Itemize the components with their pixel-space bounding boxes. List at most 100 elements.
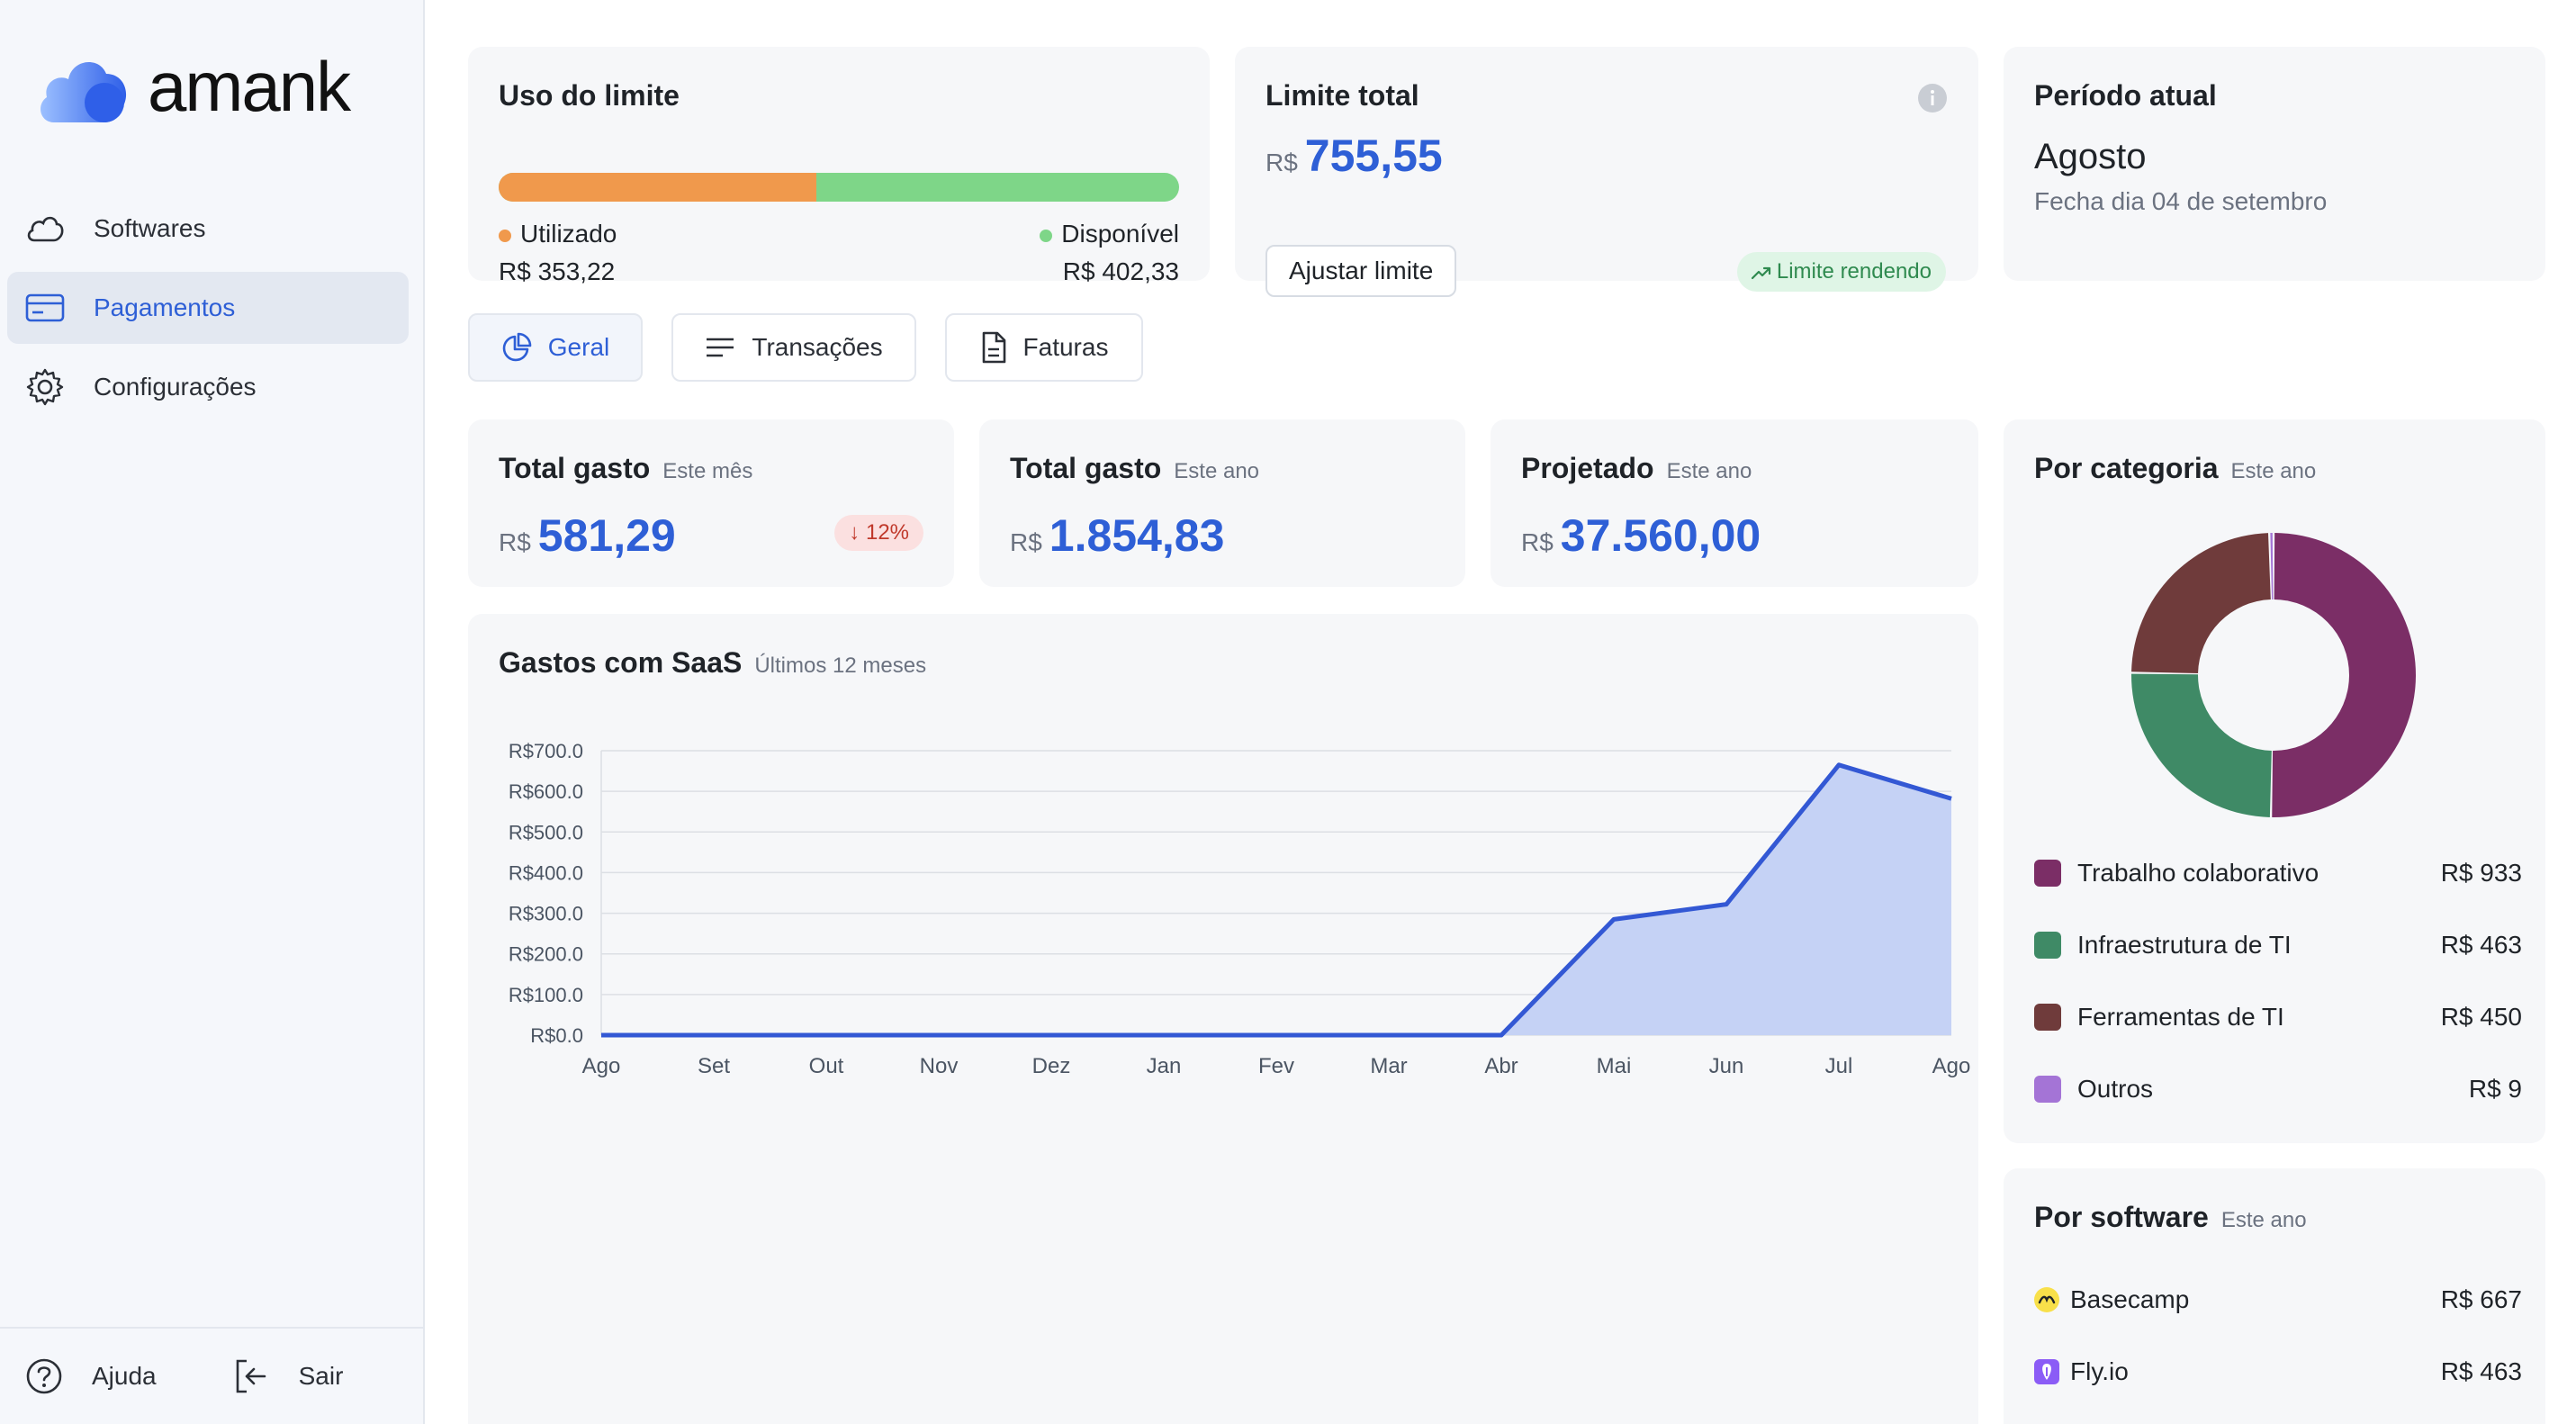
help-circle-icon [26,1358,62,1394]
limit-card: Limite total R$ 755,55 Ajustar limite Lim… [1235,47,1978,297]
legend-label: Outros [2077,1075,2154,1103]
logout-icon [236,1359,266,1393]
period-title: Período atual [2034,79,2217,112]
usage-bar [499,173,1179,202]
software-value: R$ 463 [2440,1357,2522,1385]
sidebar: amank Softwares Pagamentos Configurações… [0,0,425,1424]
cloud-logo-icon [41,62,127,122]
help-button[interactable]: Ajuda [25,1357,157,1395]
stat-title: Total gasto [499,452,651,484]
legend-label: Ferramentas de TI [2077,1003,2284,1031]
pie-chart-icon [502,332,532,362]
x-tick-label: Ago [582,1054,621,1078]
legend-swatch [2034,1076,2061,1103]
x-tick-label: Jun [1709,1054,1744,1078]
stat-value: R$ 581,29 [499,509,676,562]
logout-label: Sair [298,1362,344,1390]
sidebar-item-label: Softwares [94,214,206,242]
tab-faturas[interactable]: Faturas [945,313,1143,382]
stat-title: Total gasto [1010,452,1162,484]
sidebar-footer: Ajuda Sair [0,1327,423,1424]
y-tick-label: R$300.0 [509,903,583,925]
stat-title: Projetado [1521,452,1654,484]
sidebar-item-softwares[interactable]: Softwares [7,193,409,265]
logout-button[interactable]: Sair [232,1357,344,1395]
stat-period: Este ano [1666,459,1752,483]
x-tick-label: Ago [1932,1054,1971,1078]
stat-amount: 581,29 [537,510,676,561]
used-legend: Utilizado [499,220,617,248]
stat-header: Total gasto Este mês [499,452,752,485]
legend-label: Infraestrutura de TI [2077,931,2292,959]
software-title: Por software [2034,1201,2209,1233]
legend-value: R$ 9 [2468,1075,2522,1103]
software-card: Por software Este ano Basecamp R$ 667 Fly.… [2004,1168,2545,1424]
stat-amount: 1.854,83 [1049,510,1225,561]
gear-icon [26,368,64,406]
software-row[interactable]: Fly.io R$ 463 [2034,1357,2522,1386]
legend-label: Trabalho colaborativo [2077,859,2319,887]
info-icon[interactable] [1917,83,1948,113]
stat-header: Projetado Este ano [1521,452,1752,485]
category-title: Por categoria [2034,452,2219,484]
donut-slice [2131,673,2272,817]
x-tick-label: Jul [1825,1054,1853,1078]
change-badge: ↓ 12% [834,515,923,551]
legend-item: Ferramentas de TI R$ 450 [2034,1003,2522,1032]
x-tick-label: Jan [1147,1054,1182,1078]
tab-label: Geral [547,333,610,361]
chart-title: Gastos com SaaS [499,646,743,679]
limit-badge-label: Limite rendendo [1776,259,1932,284]
used-label: Utilizado [520,220,617,248]
y-tick-label: R$100.0 [509,984,583,1006]
flyio-icon [2034,1359,2059,1384]
donut-slice [2270,533,2274,600]
limit-amount: 755,55 [1304,131,1443,181]
basecamp-icon [2034,1287,2059,1312]
stat-value: R$ 37.560,00 [1521,509,1761,562]
software-name: Basecamp [2070,1285,2190,1313]
x-tick-label: Nov [920,1054,959,1078]
stat-card-month: Total gasto Este mês R$ 581,29 ↓ 12% [468,419,954,587]
legend-value: R$ 450 [2440,1003,2522,1031]
tab-label: Transações [752,333,883,361]
adjust-limit-button[interactable]: Ajustar limite [1265,245,1457,297]
software-name: Fly.io [2070,1357,2129,1385]
x-tick-label: Out [809,1054,844,1078]
y-tick-label: R$0.0 [530,1024,583,1047]
category-card: Por categoria Este ano Trabalho colaborat… [2004,419,2545,1143]
chart-header: Gastos com SaaS Últimos 12 meses [499,646,926,680]
trending-up-icon [1751,266,1770,279]
sidebar-item-label: Pagamentos [94,293,236,321]
x-tick-label: Dez [1032,1054,1071,1078]
x-tick-label: Mai [1597,1054,1632,1078]
limit-status-badge: Limite rendendo [1736,252,1946,292]
software-row[interactable]: Basecamp R$ 667 [2034,1285,2522,1314]
available-legend: Disponível [1040,220,1179,248]
period-month: Agosto [2034,137,2147,176]
tab-geral[interactable]: Geral [468,313,643,382]
limit-value: R$ 755,55 [1265,130,1443,182]
y-tick-label: R$500.0 [509,821,583,843]
legend-value: R$ 463 [2440,931,2522,959]
x-tick-label: Set [698,1054,730,1078]
legend-swatch [2034,1004,2061,1031]
stat-period: Este mês [662,459,753,483]
y-tick-label: R$200.0 [509,943,583,966]
sidebar-item-pagamentos[interactable]: Pagamentos [7,272,409,344]
usage-title: Uso do limite [499,79,680,112]
legend-swatch [2034,860,2061,887]
tab-transacoes[interactable]: Transações [671,313,916,382]
usage-card: Uso do limite Utilizado R$ 353,22 Dispon… [468,47,1210,285]
limit-currency: R$ [1265,149,1298,176]
stat-currency: R$ [1521,528,1554,556]
software-value: R$ 667 [2440,1285,2522,1313]
y-tick-label: R$600.0 [509,780,583,803]
spend-chart-card: Gastos com SaaS Últimos 12 meses R$0.0 R$1… [468,614,1978,1424]
category-donut-chart [2131,533,2416,817]
sidebar-item-configuracoes[interactable]: Configurações [7,351,409,423]
list-icon [707,338,734,357]
app-logo[interactable]: amank [34,47,351,126]
legend-item: Outros R$ 9 [2034,1075,2522,1104]
software-period: Este ano [2220,1208,2307,1232]
